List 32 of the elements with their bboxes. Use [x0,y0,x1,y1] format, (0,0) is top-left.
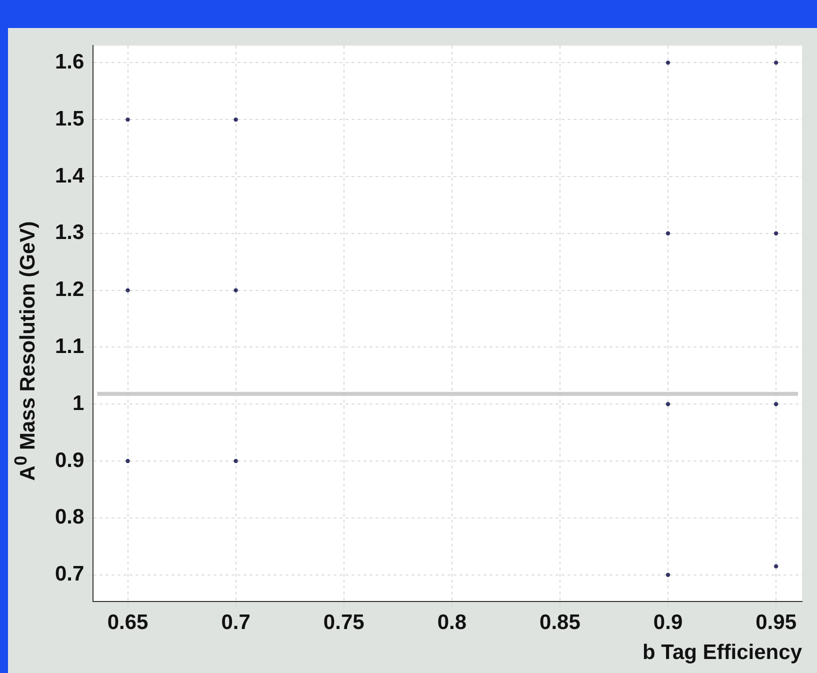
point [234,288,238,292]
point [774,60,778,65]
y-tick-label: 0.7 [54,562,84,586]
point [774,402,778,406]
x-axis-title: b Tag Efficiency [642,641,802,664]
point [666,572,670,577]
y-tick-label: 1.1 [54,335,85,358]
point [126,117,130,122]
x-tick-label: 0.7 [221,610,250,634]
x-tick-label: 0.95 [756,610,797,634]
y-tick-label: 0.8 [54,506,85,529]
point [234,117,238,122]
point [126,458,130,464]
point [774,231,778,236]
point [774,564,778,568]
x-tick-label: 0.9 [653,610,683,634]
y-tick-label: 1.6 [54,50,84,74]
point [126,288,130,292]
point [666,60,670,65]
y-tick-label: 1.4 [54,164,85,188]
x-tick-label: 0.65 [107,610,149,634]
y-tick-label: 1.2 [54,278,84,302]
y-tick-label: 1.5 [54,107,85,130]
x-tick-label: 0.8 [437,610,467,634]
point [234,458,238,464]
y-tick-label: 0.9 [54,448,84,472]
x-tick-label: 0.75 [323,610,365,634]
y-tick-label: 1 [72,392,85,415]
x-tick-label: 0.85 [540,610,581,634]
point [666,231,670,236]
point [666,402,670,406]
y-tick-label: 1.3 [54,221,84,244]
